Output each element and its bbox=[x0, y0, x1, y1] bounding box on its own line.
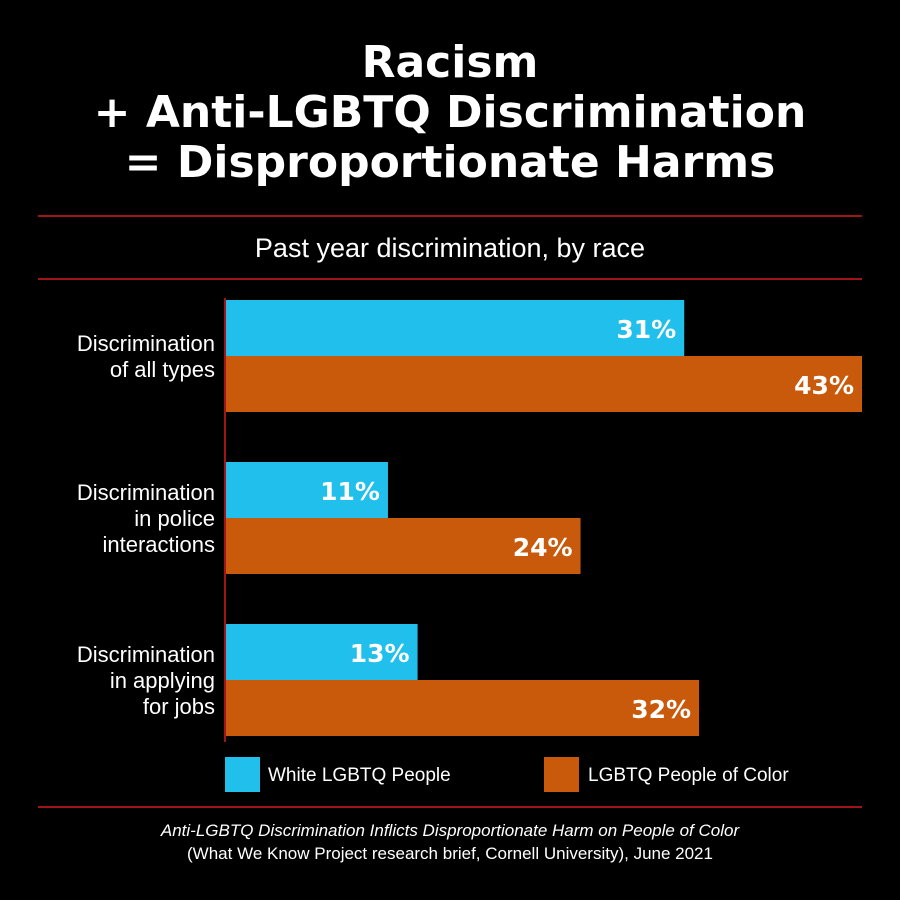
chart-subtitle: Past year discrimination, by race bbox=[254, 233, 646, 263]
category-label: for jobs bbox=[143, 694, 215, 719]
title-line-1: Racism bbox=[361, 37, 539, 88]
source-citation: (What We Know Project research brief, Co… bbox=[187, 844, 713, 863]
category-label: of all types bbox=[110, 357, 215, 382]
title-divider-rule bbox=[38, 215, 862, 217]
bar-white-lgbtq bbox=[225, 624, 418, 680]
bar-value-label: 32% bbox=[631, 695, 691, 724]
chart-title: Racism + Anti-LGBTQ Discrimination = Dis… bbox=[0, 38, 900, 188]
legend-label-lgbtq-poc: LGBTQ People of Color bbox=[588, 765, 789, 786]
legend-label-white-lgbtq: White LGBTQ People bbox=[268, 765, 451, 786]
bar-lgbtq-poc bbox=[225, 518, 581, 574]
bar-value-label: 11% bbox=[320, 477, 380, 506]
title-line-3: = Disproportionate Harms bbox=[124, 137, 776, 188]
bar-value-label: 13% bbox=[350, 639, 410, 668]
category-label: in police bbox=[134, 506, 215, 531]
bar-value-label: 31% bbox=[616, 315, 676, 344]
category-label: Discrimination bbox=[77, 642, 215, 667]
category-label: interactions bbox=[102, 532, 215, 557]
bar-lgbtq-poc bbox=[225, 356, 862, 412]
bar-lgbtq-poc bbox=[225, 680, 700, 736]
bar-value-label: 43% bbox=[794, 371, 854, 400]
category-label: Discrimination bbox=[77, 331, 215, 356]
bar-white-lgbtq bbox=[225, 300, 685, 356]
footer-divider-rule bbox=[38, 806, 862, 808]
legend-swatch-white-lgbtq bbox=[225, 757, 260, 792]
source-title: Anti-LGBTQ Discrimination Inflicts Dispr… bbox=[160, 821, 740, 840]
subtitle-divider-rule bbox=[38, 278, 862, 280]
category-label: in applying bbox=[110, 668, 215, 693]
bar-white-lgbtq bbox=[225, 462, 388, 518]
category-label: Discrimination bbox=[77, 480, 215, 505]
bar-value-label: 24% bbox=[513, 533, 573, 562]
title-line-2: + Anti-LGBTQ Discrimination bbox=[93, 87, 807, 138]
legend-swatch-lgbtq-poc bbox=[544, 757, 579, 792]
